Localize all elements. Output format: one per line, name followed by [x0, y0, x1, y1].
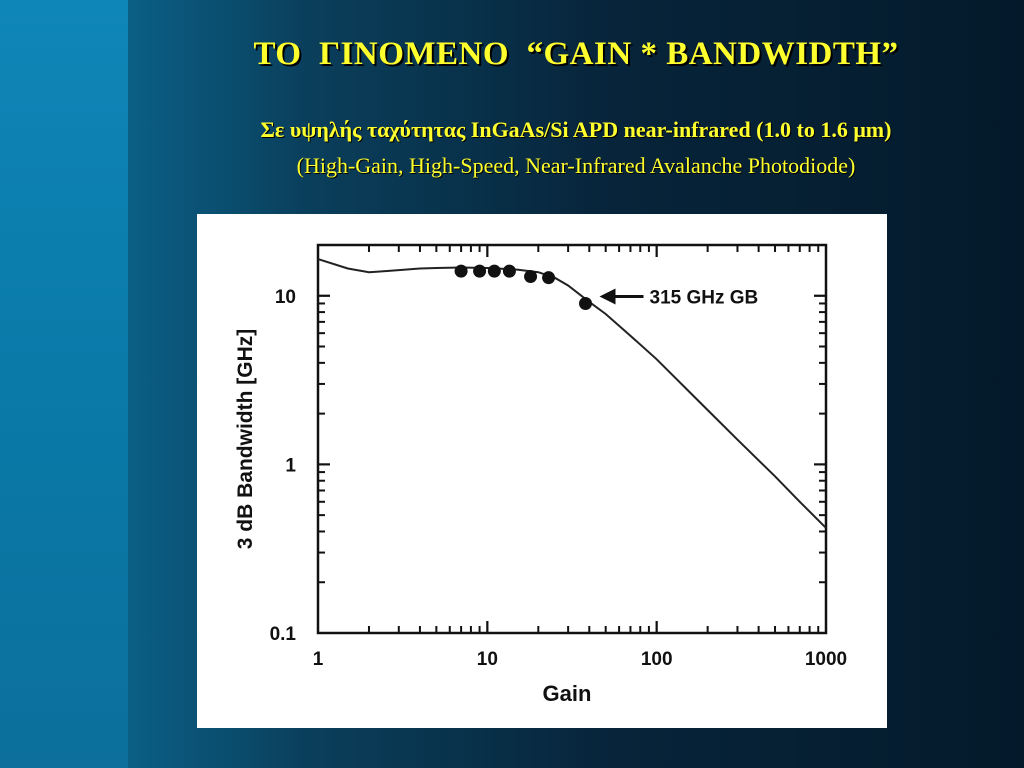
data-point [579, 296, 593, 310]
data-point [473, 264, 487, 278]
annotation-arrow-head [599, 288, 616, 305]
annotation-label: 315 GHz GB [650, 287, 759, 308]
chart-panel: 1 10 100 1000 0.1 1 10 Gain 3 dB Bandwidth [GH… [197, 214, 887, 728]
data-point [502, 264, 516, 278]
slide-title: ΤΟ ΓΙΝΟΜΕΝΟ “GAIN * BANDWIDTH” [253, 36, 899, 72]
x-tick-label: 1000 [805, 649, 847, 670]
y-axis-label: 3 dB Bandwidth [GHz] [234, 329, 257, 549]
plot-frame [316, 243, 828, 635]
x-tick-label: 1 [313, 649, 324, 670]
tick-labels: 1 10 100 1000 0.1 1 10 [270, 287, 848, 670]
x-tick-label: 10 [477, 649, 498, 670]
data-point [454, 264, 468, 278]
data-point [542, 271, 556, 285]
gain-bandwidth-chart: 1 10 100 1000 0.1 1 10 Gain 3 dB Bandwidth [GH… [234, 243, 848, 706]
slide-subtitle-greek: Σε υψηλής ταχύτητας InGaAs/Si APD near-i… [260, 117, 892, 142]
x-tick-label: 100 [641, 649, 673, 670]
y-tick-label: 1 [285, 455, 296, 476]
data-point [524, 270, 538, 284]
tick-marks [317, 244, 827, 634]
left-accent-band [0, 0, 128, 768]
slide-subtitle-english: (High-Gain, High-Speed, Near-Infrared Av… [296, 153, 856, 178]
gain-bandwidth-annotation: 315 GHz GB [599, 287, 759, 308]
y-tick-label: 0.1 [270, 624, 297, 645]
data-points [454, 264, 593, 310]
data-point [487, 264, 501, 278]
y-tick-label: 10 [275, 287, 296, 308]
x-axis-label: Gain [543, 681, 592, 706]
